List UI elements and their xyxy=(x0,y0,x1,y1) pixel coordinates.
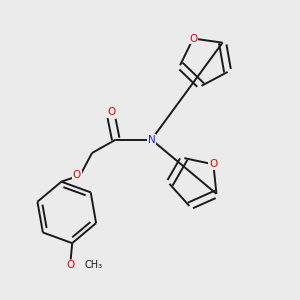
Text: CH₃: CH₃ xyxy=(85,260,103,270)
Text: O: O xyxy=(189,34,197,44)
Text: N: N xyxy=(148,135,155,145)
Text: O: O xyxy=(209,159,218,169)
Text: O: O xyxy=(107,107,116,117)
Text: O: O xyxy=(67,260,75,270)
Text: O: O xyxy=(73,170,81,180)
